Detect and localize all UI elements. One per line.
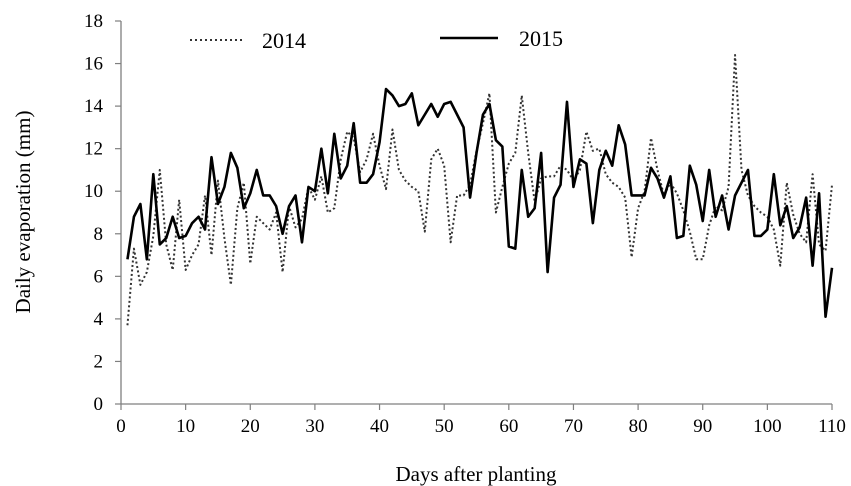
- y-tick-label: 8: [94, 224, 104, 245]
- x-tick-label: 60: [499, 416, 518, 437]
- series-line-2014: [126, 54, 833, 326]
- x-tick-label: 10: [176, 416, 195, 437]
- x-tick-label: 70: [564, 416, 583, 437]
- series-layer: [126, 54, 834, 326]
- y-tick-label: 10: [84, 181, 103, 202]
- y-tick-label: 18: [84, 11, 103, 32]
- x-tick-label: 110: [818, 416, 846, 437]
- x-axis-title: Days after planting: [396, 462, 557, 486]
- y-tick-label: 4: [94, 309, 104, 330]
- y-axis-ticks: 0 2 4 6 8 10 12 14 16 18: [84, 11, 121, 415]
- legend-label-2015: 2015: [519, 26, 563, 51]
- x-tick-label: 80: [629, 416, 648, 437]
- x-tick-label: 50: [435, 416, 454, 437]
- series-line-2015: [126, 87, 834, 319]
- legend: 2014 2015: [190, 26, 563, 53]
- x-tick-label: 100: [753, 416, 782, 437]
- y-tick-label: 16: [84, 54, 103, 75]
- y-tick-label: 0: [94, 394, 104, 415]
- x-tick-label: 90: [693, 416, 712, 437]
- x-axis-ticks: 0 10 20 30 40 50 60 70 80 90 100 110: [116, 404, 846, 437]
- x-tick-label: 30: [305, 416, 324, 437]
- y-tick-label: 14: [84, 96, 104, 117]
- x-tick-label: 20: [241, 416, 260, 437]
- legend-label-2014: 2014: [262, 28, 306, 53]
- x-tick-label: 0: [116, 416, 126, 437]
- y-axis-title: Daily evaporation (mm): [11, 111, 35, 314]
- y-tick-label: 6: [94, 266, 104, 287]
- y-tick-label: 2: [94, 351, 104, 372]
- x-tick-label: 40: [370, 416, 389, 437]
- y-tick-label: 12: [84, 139, 103, 160]
